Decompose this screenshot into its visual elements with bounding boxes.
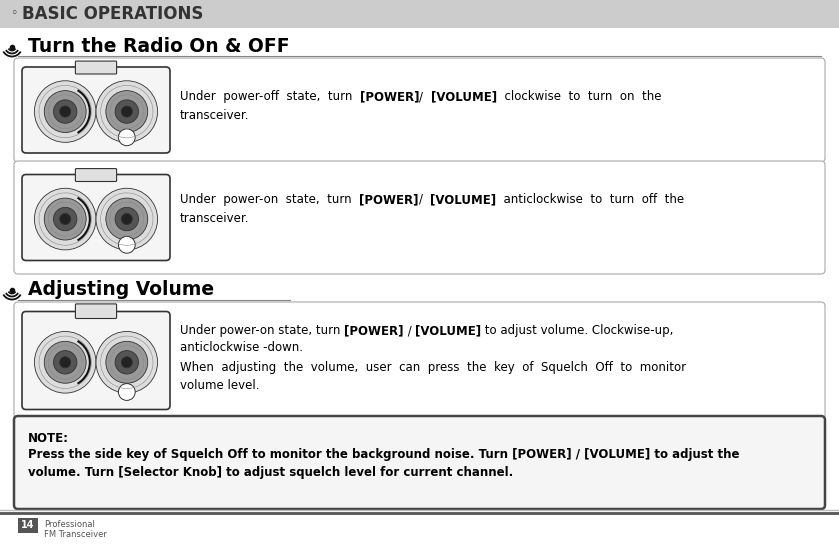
Circle shape (96, 81, 158, 142)
Circle shape (44, 91, 86, 132)
Text: [POWER]: [POWER] (360, 90, 420, 103)
FancyBboxPatch shape (22, 175, 170, 260)
Text: to adjust volume. Clockwise-up,: to adjust volume. Clockwise-up, (482, 324, 674, 337)
FancyBboxPatch shape (14, 416, 825, 509)
Circle shape (122, 214, 133, 225)
FancyBboxPatch shape (14, 161, 825, 274)
Circle shape (106, 91, 148, 132)
Text: NOTE:: NOTE: (28, 432, 69, 445)
Text: ◦: ◦ (10, 8, 18, 20)
Text: clockwise  to  turn  on  the: clockwise to turn on the (497, 90, 661, 103)
Circle shape (96, 188, 158, 250)
Text: transceiver.: transceiver. (180, 212, 249, 225)
Text: [POWER]: [POWER] (359, 193, 419, 206)
Circle shape (54, 208, 77, 231)
Circle shape (54, 351, 77, 374)
Circle shape (118, 237, 135, 253)
Circle shape (34, 188, 96, 250)
Circle shape (60, 106, 70, 117)
FancyBboxPatch shape (22, 311, 170, 410)
Circle shape (34, 332, 96, 393)
Circle shape (44, 198, 86, 240)
Text: 14: 14 (21, 520, 34, 530)
FancyBboxPatch shape (76, 169, 117, 182)
Text: Under  power-on  state,  turn: Under power-on state, turn (180, 193, 359, 206)
Circle shape (106, 198, 148, 240)
Text: anticlockwise  to  turn  off  the: anticlockwise to turn off the (496, 193, 685, 206)
Circle shape (54, 100, 77, 124)
FancyBboxPatch shape (14, 302, 825, 419)
Text: Turn the Radio On & OFF: Turn the Radio On & OFF (28, 37, 289, 56)
FancyBboxPatch shape (76, 61, 117, 74)
Text: Under power-on state, turn: Under power-on state, turn (180, 324, 344, 337)
Text: [POWER]: [POWER] (344, 324, 404, 337)
Text: /: / (420, 90, 431, 103)
Circle shape (106, 341, 148, 383)
Circle shape (115, 351, 138, 374)
Circle shape (115, 208, 138, 231)
Text: FM Transceiver: FM Transceiver (44, 530, 107, 539)
Circle shape (118, 129, 135, 145)
Text: [VOLUME]: [VOLUME] (415, 324, 482, 337)
Circle shape (60, 214, 70, 225)
Circle shape (60, 357, 70, 368)
Text: transceiver.: transceiver. (180, 109, 249, 122)
Circle shape (44, 341, 86, 383)
Circle shape (115, 100, 138, 124)
FancyBboxPatch shape (14, 58, 825, 162)
Text: [VOLUME]: [VOLUME] (431, 90, 497, 103)
Text: volume level.: volume level. (180, 379, 259, 392)
Circle shape (122, 357, 133, 368)
Text: /: / (404, 324, 415, 337)
Circle shape (34, 81, 96, 142)
FancyBboxPatch shape (22, 67, 170, 153)
Circle shape (122, 106, 133, 117)
Text: [VOLUME]: [VOLUME] (430, 193, 496, 206)
Text: anticlockwise -down.: anticlockwise -down. (180, 341, 303, 354)
Text: Adjusting Volume: Adjusting Volume (28, 280, 214, 299)
Text: Professional: Professional (44, 520, 95, 529)
Text: /: / (419, 193, 430, 206)
Circle shape (118, 384, 135, 400)
Circle shape (96, 332, 158, 393)
FancyBboxPatch shape (18, 518, 38, 533)
Text: When  adjusting  the  volume,  user  can  press  the  key  of  Squelch  Off  to : When adjusting the volume, user can pres… (180, 361, 686, 374)
FancyBboxPatch shape (76, 304, 117, 318)
FancyBboxPatch shape (0, 0, 839, 28)
Text: Under  power-off  state,  turn: Under power-off state, turn (180, 90, 360, 103)
Text: Press the side key of Squelch Off to monitor the background noise. Turn [POWER] : Press the side key of Squelch Off to mon… (28, 448, 739, 461)
Text: BASIC OPERATIONS: BASIC OPERATIONS (22, 5, 203, 23)
Text: volume. Turn [Selector Knob] to adjust squelch level for current channel.: volume. Turn [Selector Knob] to adjust s… (28, 466, 513, 479)
